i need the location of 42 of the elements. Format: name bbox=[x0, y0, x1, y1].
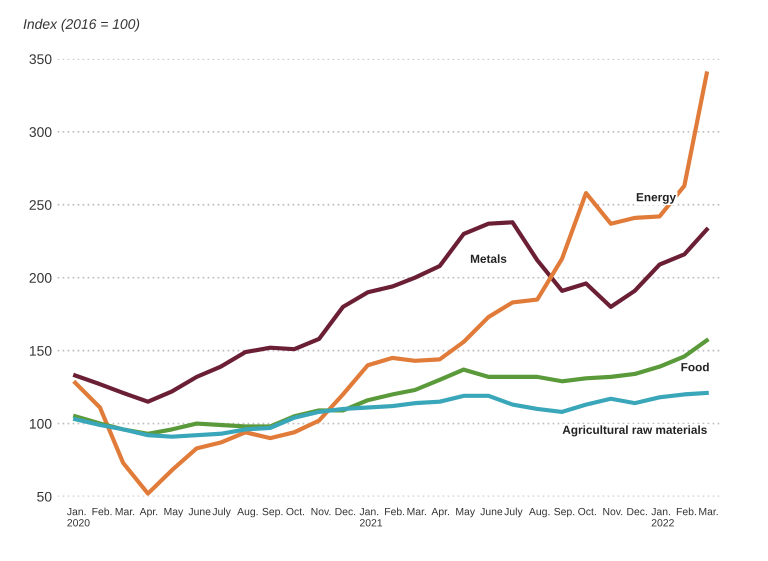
y-tick-label: 50 bbox=[37, 492, 52, 502]
y-tick-label: 350 bbox=[29, 54, 52, 64]
y-tick-label: 150 bbox=[30, 346, 52, 356]
x-tick-label: June bbox=[480, 508, 502, 516]
x-tick-label: Apr. bbox=[140, 508, 158, 518]
series-label: Food bbox=[681, 362, 709, 372]
x-tick-label: Mar. bbox=[699, 508, 718, 516]
x-tick-label: Jan. 2020 bbox=[67, 508, 90, 526]
y-tick-label: 250 bbox=[30, 200, 52, 210]
x-tick-label: Jan. 2021 bbox=[360, 508, 382, 526]
x-tick-label: Sep. bbox=[554, 508, 574, 518]
x-tick-label: Mar. bbox=[116, 508, 134, 516]
x-tick-label: June bbox=[188, 508, 210, 516]
y-tick-label: 100 bbox=[30, 418, 52, 429]
x-tick-label: Apr. bbox=[431, 508, 449, 518]
y-axis-title: Index (2016 = 100) bbox=[24, 18, 140, 32]
series-label: Metals bbox=[470, 254, 506, 263]
x-tick-label: Feb. bbox=[676, 508, 696, 516]
x-tick-label: Dec. bbox=[336, 508, 356, 516]
line-series bbox=[73, 390, 709, 439]
x-tick-label: May bbox=[164, 508, 184, 518]
x-tick-label: Aug. bbox=[528, 508, 550, 518]
x-tick-label: May bbox=[456, 508, 476, 518]
x-tick-label: Feb. bbox=[92, 508, 112, 516]
x-tick-label: Feb. bbox=[385, 508, 404, 516]
line-series bbox=[73, 220, 709, 404]
y-tick-label: 200 bbox=[30, 273, 52, 283]
x-tick-label: Jan. 2022 bbox=[651, 508, 674, 526]
x-tick-label: Mar. bbox=[407, 508, 426, 516]
x-tick-label: Oct. bbox=[578, 508, 596, 516]
x-tick-label: Sep. bbox=[262, 508, 282, 518]
series-label: Agricultural raw materials bbox=[562, 425, 707, 436]
line-series bbox=[73, 71, 709, 496]
x-tick-label: Nov. bbox=[603, 508, 622, 516]
x-tick-label: Oct. bbox=[286, 508, 304, 516]
x-tick-label: Aug. bbox=[237, 508, 258, 518]
x-tick-label: Dec. bbox=[627, 508, 647, 516]
x-tick-label: July bbox=[504, 508, 523, 518]
y-tick-label: 300 bbox=[29, 127, 52, 138]
x-tick-label: July bbox=[212, 508, 231, 518]
series-label: Energy bbox=[636, 193, 676, 204]
x-tick-label: Nov. bbox=[312, 508, 330, 516]
